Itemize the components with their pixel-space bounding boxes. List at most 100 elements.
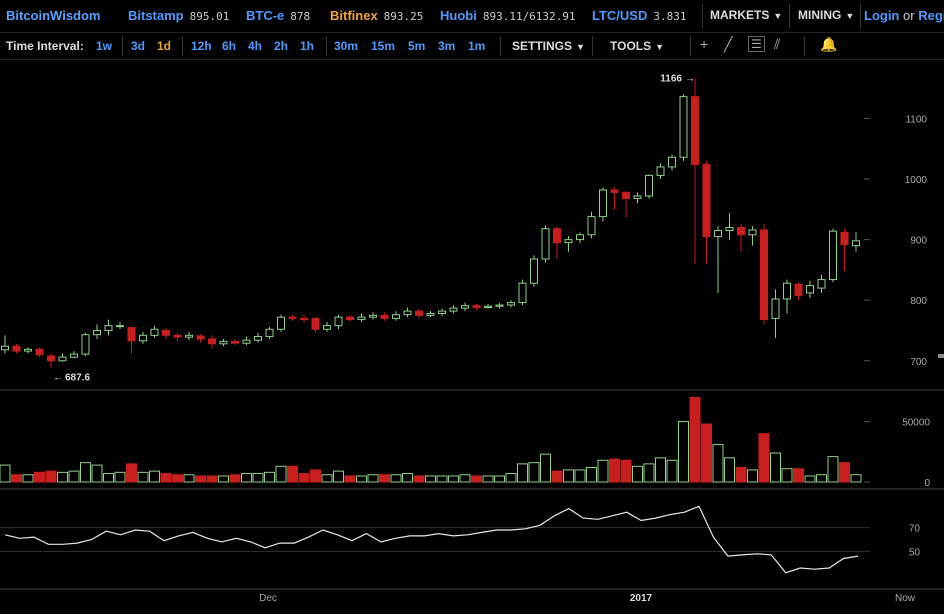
candle-up: [817, 279, 826, 289]
candle-down: [47, 355, 55, 362]
menu-lines-icon[interactable]: ☰: [748, 36, 765, 52]
volume-bar-up: [275, 465, 287, 483]
candle-down: [162, 329, 170, 336]
volume-bar-up: [770, 452, 781, 483]
settings-menu[interactable]: SETTINGS ▼: [512, 39, 585, 53]
chevron-down-icon: ▼: [773, 11, 783, 21]
candle-up: [587, 216, 596, 236]
time-axis: Dec 2017 Now: [259, 593, 916, 604]
divider: [690, 36, 691, 56]
volume-bar-up: [678, 421, 689, 483]
indicator-line: [4, 505, 859, 574]
volume-bar-up: [264, 471, 275, 483]
markets-label: MARKETS: [710, 8, 770, 22]
volume-bar-down: [413, 475, 425, 483]
time-tick-now: Now: [895, 593, 916, 604]
candle-up: [403, 310, 412, 316]
volume-bar-down: [471, 475, 482, 483]
candle-up: [277, 316, 285, 330]
arrow-left-icon: ←: [53, 372, 63, 383]
volume-bar-down: [344, 475, 356, 483]
crosshair-icon[interactable]: +: [700, 36, 709, 52]
logo[interactable]: BitcoinWisdom: [6, 8, 101, 23]
interval-6h[interactable]: 6h: [222, 39, 237, 53]
volume-bar-up: [747, 469, 758, 483]
candle-up: [254, 336, 262, 341]
interval-1h[interactable]: 1h: [300, 39, 315, 53]
interval-2h[interactable]: 2h: [274, 39, 289, 53]
ticker-price: 878: [290, 10, 311, 23]
candle-up: [518, 282, 527, 304]
volume-bar-up: [436, 475, 448, 483]
candle-up: [449, 307, 458, 312]
interval-3d[interactable]: 3d: [131, 39, 146, 53]
fan-lines-icon[interactable]: ⫽: [774, 36, 781, 52]
candle-down: [311, 317, 320, 330]
candle-down: [196, 335, 205, 340]
register-link[interactable]: Regis: [918, 8, 944, 23]
candle-up: [70, 353, 78, 358]
chevron-down-icon: ▼: [576, 42, 585, 52]
interval-12h[interactable]: 12h: [191, 39, 212, 53]
candle-up: [426, 313, 435, 316]
volume-bar-up: [57, 471, 68, 483]
candle-up: [93, 329, 101, 336]
volume-bar-up: [655, 457, 666, 483]
candle-down: [737, 227, 745, 236]
ticker-bitstamp[interactable]: Bitstamp 895.01: [128, 8, 229, 23]
candle-up: [495, 304, 504, 307]
candle-up: [334, 316, 343, 327]
interval-1w[interactable]: 1w: [96, 39, 113, 53]
high-annotation: 1166 →: [660, 73, 695, 84]
volume-bar-up: [137, 471, 149, 483]
volume-bar-down: [839, 462, 850, 483]
volume-bar-up: [390, 474, 402, 483]
ticker-huobi[interactable]: Huobi 893.11/6132.91: [440, 8, 576, 23]
volume-bar-up: [448, 475, 459, 483]
ticker-btce[interactable]: BTC-e 878: [246, 8, 310, 23]
ticker-ltcusd[interactable]: LTC/USD 3.831: [592, 8, 687, 23]
ticker-bitfinex[interactable]: Bitfinex 893.25: [330, 8, 423, 23]
interval-5m[interactable]: 5m: [408, 39, 426, 53]
volume-bar-up: [712, 444, 724, 483]
ticker-price: 895.01: [189, 10, 230, 23]
volume-bar-up: [827, 456, 839, 483]
candle-up: [357, 316, 366, 321]
alert-bell-icon[interactable]: 🔔: [820, 36, 838, 52]
candle-up: [242, 339, 251, 344]
volume-bar-up: [666, 459, 678, 483]
candle-up: [748, 229, 757, 236]
mining-menu[interactable]: MINING ▼: [798, 8, 854, 22]
interval-15m[interactable]: 15m: [371, 39, 396, 53]
candle-up: [564, 239, 573, 244]
candle-down: [127, 326, 136, 342]
interval-3m[interactable]: 3m: [438, 39, 456, 53]
tools-label: TOOLS: [610, 39, 652, 53]
volume-bar-up: [632, 465, 643, 483]
ticker-name: Bitfinex: [330, 8, 378, 23]
candle-up: [679, 96, 688, 158]
interval-30m[interactable]: 30m: [334, 39, 359, 53]
interval-1d[interactable]: 1d: [157, 39, 172, 53]
volume-bar-down: [195, 475, 206, 483]
volume-bar-up: [850, 474, 862, 483]
divider: [702, 4, 703, 28]
volume-bar-up: [494, 475, 505, 483]
volume-bar-down: [11, 474, 22, 483]
top-bar: BitcoinWisdom Bitstamp 895.01 BTC-e 878 Bi…: [0, 0, 944, 33]
chevron-down-icon: ▼: [655, 42, 665, 52]
volume-bar-down: [172, 474, 183, 483]
tools-menu[interactable]: TOOLS ▼: [610, 39, 664, 53]
line-draw-icon[interactable]: ╱: [724, 36, 733, 52]
login-link[interactable]: Login: [864, 8, 900, 23]
candle-down: [840, 231, 849, 245]
interval-1m[interactable]: 1m: [468, 39, 486, 53]
markets-menu[interactable]: MARKETS ▼: [710, 8, 782, 22]
interval-4h[interactable]: 4h: [248, 39, 263, 53]
ticker-name: Bitstamp: [128, 8, 184, 23]
scroll-handle[interactable]: [938, 354, 944, 358]
volume-bar-up: [528, 462, 540, 483]
volume-bar-up: [643, 463, 655, 483]
candle-down: [622, 191, 630, 199]
